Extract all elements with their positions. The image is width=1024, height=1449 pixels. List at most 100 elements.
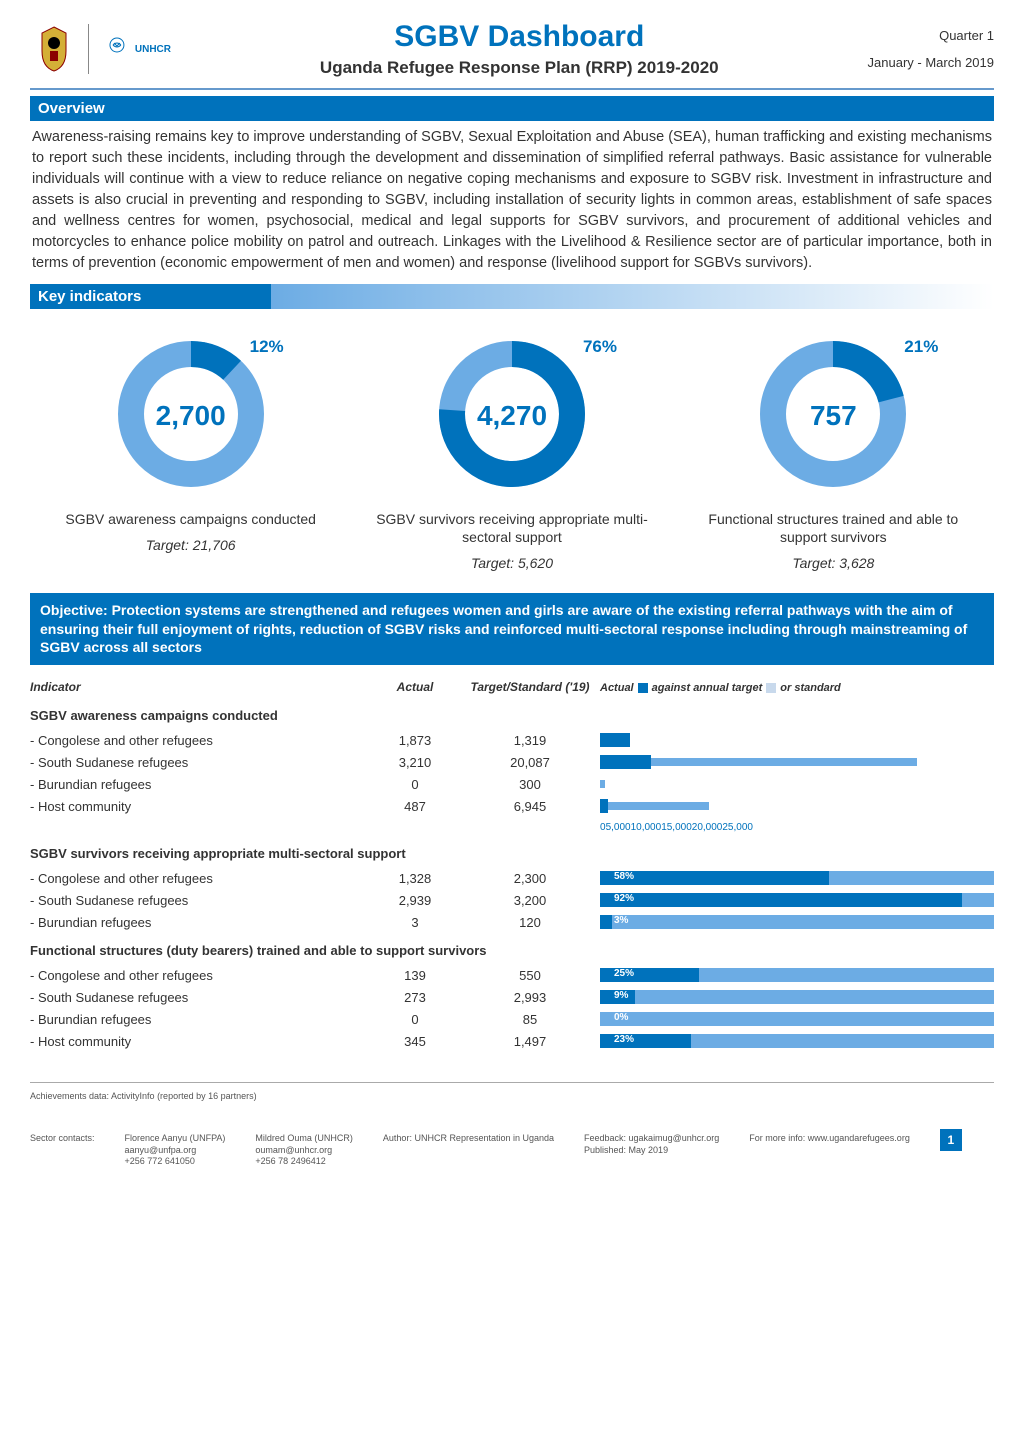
row-actual: 2,939 xyxy=(370,893,460,908)
overview-heading: Overview xyxy=(30,96,994,121)
target-bar xyxy=(600,990,994,1004)
row-target: 2,993 xyxy=(460,990,600,1005)
unhcr-logo-icon: UNHCR xyxy=(99,23,171,75)
author-label: Author: UNHCR Representation in Uganda xyxy=(383,1133,554,1145)
indicator-row: - Congolese and other refugees 1,873 1,3… xyxy=(30,729,994,751)
author-note: Author: UNHCR Representation in Uganda xyxy=(383,1133,554,1168)
period-label: January - March 2019 xyxy=(868,55,994,70)
row-bar-chart xyxy=(600,732,994,748)
key-indicator: 757 21% Functional structures trained an… xyxy=(689,329,978,573)
legend-standard-swatch xyxy=(766,683,776,693)
table-header-row: Indicator Actual Target/Standard ('19) A… xyxy=(30,680,994,698)
sector-contacts-label: Sector contacts: xyxy=(30,1133,95,1168)
legend-actual-swatch xyxy=(638,683,648,693)
row-target: 85 xyxy=(460,1012,600,1027)
actual-bar xyxy=(600,733,630,747)
logo-divider xyxy=(88,24,89,74)
row-actual: 1,873 xyxy=(370,733,460,748)
row-name: - Host community xyxy=(30,799,370,814)
row-actual: 1,328 xyxy=(370,871,460,886)
subtitle: Uganda Refugee Response Plan (RRP) 2019-… xyxy=(171,58,868,78)
target-bar xyxy=(600,915,994,929)
row-pct-bar: 23% xyxy=(600,1033,994,1049)
row-target: 550 xyxy=(460,968,600,983)
indicator-row: - Burundian refugees 0 300 xyxy=(30,773,994,795)
key-indicators-heading: Key indicators xyxy=(30,284,994,309)
row-actual: 273 xyxy=(370,990,460,1005)
indicator-row: - Burundian refugees 3 120 3% xyxy=(30,911,994,933)
x-axis: 05,00010,00015,00020,00025,000 xyxy=(600,822,753,833)
more-info: For more info: www.ugandarefugees.org xyxy=(749,1133,910,1168)
published-label: Published: May 2019 xyxy=(584,1145,719,1157)
row-target: 6,945 xyxy=(460,799,600,814)
donut-value: 757 xyxy=(810,400,857,432)
col-indicator: Indicator xyxy=(30,680,370,694)
row-target: 300 xyxy=(460,777,600,792)
indicator-target: Target: 21,706 xyxy=(46,536,335,554)
key-indicators-row: 2,700 12% SGBV awareness campaigns condu… xyxy=(30,309,994,588)
contact-2: Mildred Ouma (UNHCR) oumam@unhcr.org +25… xyxy=(255,1133,353,1168)
row-actual: 345 xyxy=(370,1034,460,1049)
indicator-label: SGBV awareness campaigns conducted xyxy=(46,510,335,528)
quarter-label: Quarter 1 xyxy=(868,28,994,43)
row-name: - South Sudanese refugees xyxy=(30,990,370,1005)
feedback-label: Feedback: ugakaimug@unhcr.org xyxy=(584,1133,719,1145)
row-name: - Congolese and other refugees xyxy=(30,968,370,983)
indicator-row: - Congolese and other refugees 139 550 2… xyxy=(30,964,994,986)
pct-label: 0% xyxy=(614,1012,628,1023)
key-indicator: 4,270 76% SGBV survivors receiving appro… xyxy=(367,329,656,573)
donut-chart: 2,700 12% xyxy=(106,329,276,502)
row-bar-chart xyxy=(600,754,994,770)
row-pct-bar: 25% xyxy=(600,967,994,983)
indicator-row: - Burundian refugees 0 85 0% xyxy=(30,1008,994,1030)
row-actual: 487 xyxy=(370,799,460,814)
target-bar xyxy=(600,1012,994,1026)
row-actual: 139 xyxy=(370,968,460,983)
target-bar xyxy=(600,780,605,788)
group-title: Functional structures (duty bearers) tra… xyxy=(30,943,994,958)
row-actual: 3,210 xyxy=(370,755,460,770)
row-actual: 0 xyxy=(370,777,460,792)
achievements-note: Achievements data: ActivityInfo (reporte… xyxy=(30,1091,994,1103)
axis-row: 05,00010,00015,00020,00025,000 xyxy=(30,817,994,836)
col-chart-legend: Actual against annual target or standard xyxy=(600,680,994,694)
row-name: - Burundian refugees xyxy=(30,1012,370,1027)
row-pct-bar: 0% xyxy=(600,1011,994,1027)
legend-actual-label: Actual xyxy=(600,682,634,694)
col-target: Target/Standard ('19) xyxy=(460,680,600,694)
indicator-target: Target: 5,620 xyxy=(367,554,656,572)
indicator-target: Target: 3,628 xyxy=(689,554,978,572)
donut-chart: 4,270 76% xyxy=(427,329,597,502)
group-title: SGBV awareness campaigns conducted xyxy=(30,708,994,723)
row-name: - South Sudanese refugees xyxy=(30,893,370,908)
feedback-note: Feedback: ugakaimug@unhcr.org Published:… xyxy=(584,1133,719,1168)
page-number: 1 xyxy=(940,1129,962,1151)
row-bar-chart xyxy=(600,776,994,792)
contact-1: Florence Aanyu (UNFPA) aanyu@unfpa.org +… xyxy=(125,1133,226,1168)
row-actual: 0 xyxy=(370,1012,460,1027)
row-pct-bar: 92% xyxy=(600,892,994,908)
overview-text: Awareness-raising remains key to improve… xyxy=(30,121,994,284)
row-name: - Congolese and other refugees xyxy=(30,871,370,886)
pct-label: 3% xyxy=(614,915,628,926)
row-pct-bar: 9% xyxy=(600,989,994,1005)
donut-value: 2,700 xyxy=(156,400,226,432)
donut-pct: 12% xyxy=(250,337,284,357)
row-target: 1,497 xyxy=(460,1034,600,1049)
group-title: SGBV survivors receiving appropriate mul… xyxy=(30,846,994,861)
donut-pct: 76% xyxy=(583,337,617,357)
target-bar xyxy=(600,802,709,810)
indicator-row: - Host community 345 1,497 23% xyxy=(30,1030,994,1052)
row-bar-chart xyxy=(600,798,994,814)
donut-pct: 21% xyxy=(904,337,938,357)
row-name: - South Sudanese refugees xyxy=(30,755,370,770)
pct-label: 23% xyxy=(614,1034,634,1045)
quarter-block: Quarter 1 January - March 2019 xyxy=(868,28,994,70)
actual-bar xyxy=(600,915,612,929)
row-target: 20,087 xyxy=(460,755,600,770)
indicator-row: - Congolese and other refugees 1,328 2,3… xyxy=(30,867,994,889)
row-name: - Host community xyxy=(30,1034,370,1049)
legend-target-label: against annual target xyxy=(652,682,763,694)
indicator-label: Functional structures trained and able t… xyxy=(689,510,978,546)
logo-group: UNHCR xyxy=(30,23,171,75)
